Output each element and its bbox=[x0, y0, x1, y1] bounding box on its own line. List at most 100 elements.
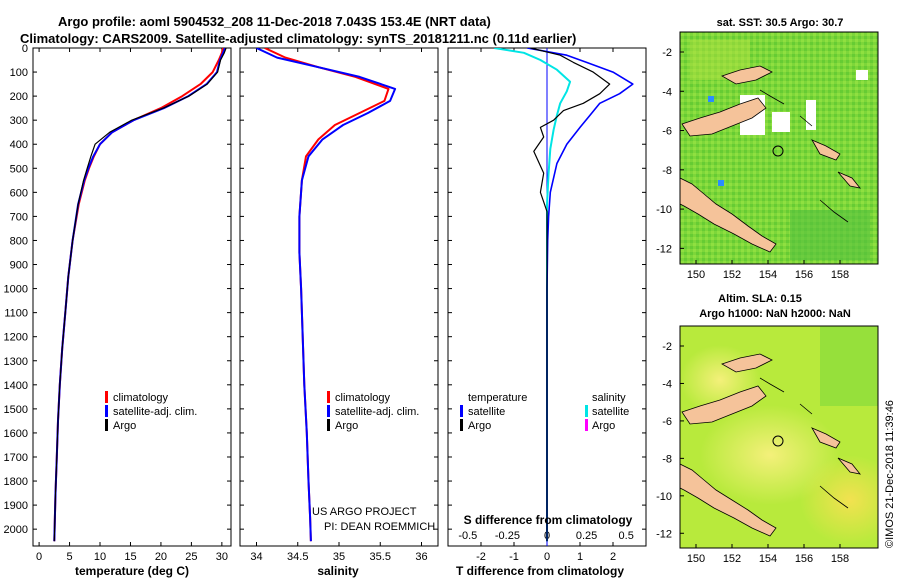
x-tick-label: 35.5 bbox=[370, 551, 391, 563]
legend-swatch-temp-argo bbox=[460, 419, 463, 431]
x-tick-label: 0 bbox=[544, 551, 550, 563]
legend-swatch-satellite bbox=[327, 405, 330, 417]
series-temperature-satellite bbox=[527, 48, 634, 542]
depth-tick-label: 600 bbox=[10, 187, 28, 199]
map-x-tick-label: 158 bbox=[831, 269, 849, 281]
depth-tick-label: 1800 bbox=[4, 476, 28, 488]
map-y-tick-label: -10 bbox=[656, 204, 672, 216]
series-climatology bbox=[53, 48, 225, 542]
legend-label-climatology: climatology bbox=[335, 392, 391, 404]
map-x-tick-label: 150 bbox=[687, 269, 705, 281]
map-y-tick-label: -8 bbox=[662, 165, 672, 177]
map-y-tick-label: -8 bbox=[662, 453, 672, 465]
temperature-x-ticks: 0 5 10 15 20 25 30 bbox=[36, 48, 228, 563]
solomon-land bbox=[837, 457, 861, 475]
legend-label-climatology: climatology bbox=[113, 392, 169, 404]
x-tick-label: 34.5 bbox=[287, 551, 308, 563]
legend-swatch-satellite bbox=[105, 405, 108, 417]
legend-swatch-climatology bbox=[105, 391, 108, 403]
sla-map-ticks: 150 152 154 156 158 -2 -4 -6 -8 -10 -12 bbox=[656, 341, 849, 565]
s-tick-label: -0.5 bbox=[458, 530, 477, 542]
solomon-land bbox=[811, 427, 841, 449]
x-tick-label: 36 bbox=[415, 551, 427, 563]
legend-swatch-sal-satellite bbox=[585, 405, 588, 417]
sla-map: Altim. SLA: 0.15 Argo h1000: NaN h2000: … bbox=[656, 293, 879, 565]
depth-tick-label: 1000 bbox=[4, 284, 28, 296]
cloud-gap bbox=[772, 112, 790, 132]
map-y-tick-label: -12 bbox=[656, 243, 672, 255]
depth-tick-label: 1200 bbox=[4, 332, 28, 344]
legend-title-salinity: salinity bbox=[592, 392, 626, 404]
map-y-tick-label: -4 bbox=[662, 378, 672, 390]
depth-tick-label: 1700 bbox=[4, 452, 28, 464]
difference-series bbox=[494, 48, 634, 546]
map-y-tick-label: -2 bbox=[662, 341, 672, 353]
temperature-series bbox=[53, 48, 227, 542]
depth-tick-label: 1300 bbox=[4, 356, 28, 368]
difference-panel: -2 -1 0 1 2 -0.5 -0.25 0 0.25 0.5 T difference f… bbox=[447, 47, 647, 578]
new-britain-land bbox=[681, 385, 767, 425]
sst-cool-patch bbox=[790, 210, 870, 260]
x-tick-label: 5 bbox=[66, 551, 72, 563]
salinity-legend: climatology satellite-adj. clim. Argo bbox=[327, 391, 419, 432]
sla-map-title-1: Altim. SLA: 0.15 bbox=[718, 293, 802, 305]
depth-tick-label: 700 bbox=[10, 211, 28, 223]
legend-label-argo: Argo bbox=[113, 420, 136, 432]
difference-s-label: S difference from climatology bbox=[464, 513, 633, 527]
legend-swatch-climatology bbox=[327, 391, 330, 403]
imos-credit: ©IMOS 21-Dec-2018 11:39:46 bbox=[884, 400, 896, 548]
legend-swatch-argo bbox=[327, 419, 330, 431]
map-y-tick-label: -2 bbox=[662, 47, 672, 59]
temperature-x-label: temperature (deg C) bbox=[75, 564, 189, 578]
x-tick-label: 2 bbox=[610, 551, 616, 563]
series-temperature-argo bbox=[530, 48, 611, 542]
png-mainland bbox=[680, 463, 777, 537]
map-y-tick-label: -6 bbox=[662, 416, 672, 428]
sst-map: sat. SST: 30.5 Argo: 30.7 150 152 154 156 15… bbox=[656, 17, 879, 281]
sst-map-title: sat. SST: 30.5 Argo: 30.7 bbox=[717, 17, 844, 29]
map-x-tick-label: 154 bbox=[759, 553, 777, 565]
x-tick-label: 0 bbox=[36, 551, 42, 563]
map-y-tick-label: -6 bbox=[662, 126, 672, 138]
header-line-1: Argo profile: aoml 5904532_208 11-Dec-20… bbox=[58, 14, 491, 29]
sla-anomaly bbox=[800, 455, 878, 545]
solomon-land bbox=[811, 139, 841, 161]
argo-float-marker bbox=[772, 145, 784, 157]
legend-label-temp-satellite: satellite bbox=[468, 406, 505, 418]
depth-axis: 0 100 200 300 400 500 600 700 800 900 1000 1100 1200… bbox=[4, 43, 28, 536]
x-tick-label: 34 bbox=[250, 551, 262, 563]
series-argo bbox=[53, 48, 227, 542]
png-mainland bbox=[680, 177, 777, 253]
legend-label-satellite: satellite-adj. clim. bbox=[335, 406, 419, 418]
legend-title-temperature: temperature bbox=[468, 392, 527, 404]
x-tick-label: -1 bbox=[509, 551, 519, 563]
depth-tick-label: 200 bbox=[10, 91, 28, 103]
map-x-tick-label: 152 bbox=[723, 269, 741, 281]
depth-tick-label: 2000 bbox=[4, 524, 28, 536]
legend-label-satellite: satellite-adj. clim. bbox=[113, 406, 197, 418]
map-y-tick-label: -12 bbox=[656, 528, 672, 540]
legend-label-argo: Argo bbox=[335, 420, 358, 432]
salinity-series bbox=[256, 48, 397, 542]
depth-tick-label: 400 bbox=[10, 139, 28, 151]
sla-map-title-2: Argo h1000: NaN h2000: NaN bbox=[699, 308, 851, 320]
cloud-gap bbox=[856, 70, 868, 80]
map-y-tick-label: -10 bbox=[656, 491, 672, 503]
depth-tick-label: 1400 bbox=[4, 380, 28, 392]
s-tick-label: 0.25 bbox=[576, 530, 597, 542]
new-ireland-land bbox=[721, 353, 773, 373]
series-satellite-adj bbox=[256, 48, 397, 542]
s-tick-label: -0.25 bbox=[495, 530, 520, 542]
cloud-gap bbox=[806, 100, 816, 130]
depth-tick-label: 0 bbox=[22, 43, 28, 55]
depth-tick-label: 100 bbox=[10, 67, 28, 79]
legend-swatch-temp-satellite bbox=[460, 405, 463, 417]
project-credit-line-2: PI: DEAN ROEMMICH bbox=[324, 521, 435, 533]
depth-tick-label: 1100 bbox=[4, 308, 28, 320]
x-tick-label: -2 bbox=[476, 551, 486, 563]
coastline bbox=[759, 377, 849, 509]
sla-map-frame bbox=[679, 325, 879, 549]
map-x-tick-label: 152 bbox=[723, 553, 741, 565]
depth-tick-label: 800 bbox=[10, 235, 28, 247]
